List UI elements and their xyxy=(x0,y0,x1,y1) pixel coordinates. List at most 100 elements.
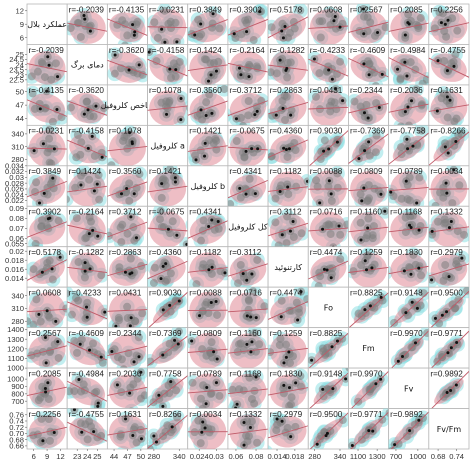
density-core xyxy=(153,33,162,42)
fit-line xyxy=(430,330,469,369)
correlation-label: r=0.0088 xyxy=(189,288,222,297)
density-core xyxy=(209,139,218,148)
fit-line xyxy=(390,330,429,369)
density-core xyxy=(38,216,47,225)
cell-3-1: r=-0.4158 xyxy=(66,124,108,167)
cell-10-1: r=-0.4755 xyxy=(66,408,108,450)
correlation-label: r=0.8825 xyxy=(310,329,343,338)
data-point xyxy=(38,107,42,111)
data-point xyxy=(363,308,367,312)
data-point xyxy=(168,67,172,71)
cell-2-10: r=0.1631 xyxy=(428,84,470,126)
cell-7-3: r=0.9030 xyxy=(147,286,189,329)
data-point xyxy=(216,220,220,224)
correlation-label: r=0.9030 xyxy=(149,288,182,297)
density-core xyxy=(44,415,53,424)
data-point xyxy=(50,267,54,271)
density-core xyxy=(274,241,283,247)
x-tick-label: 25 xyxy=(93,452,101,461)
correlation-label: r=0.0789 xyxy=(390,167,423,176)
cell-6-6: کارتنوئید xyxy=(267,246,309,288)
density-core xyxy=(134,333,143,342)
density-core xyxy=(329,243,338,247)
data-point xyxy=(415,201,419,205)
density-core xyxy=(450,304,459,313)
correlation-label: r=0.3112 xyxy=(270,208,302,217)
data-point xyxy=(330,345,334,349)
data-point xyxy=(132,33,136,37)
density-core xyxy=(289,232,298,241)
fit-line xyxy=(268,425,309,439)
cell-5-0: r=0.3902 xyxy=(26,205,68,248)
density-core xyxy=(318,17,327,26)
density-core xyxy=(290,24,299,33)
correlation-label: r=0.1078 xyxy=(109,127,142,136)
y-tick-label: 0.02 xyxy=(9,247,24,256)
data-point xyxy=(215,357,219,361)
cell-9-2: r=0.2036 xyxy=(106,367,148,409)
y-tick-label: 1300 xyxy=(7,335,24,344)
density-core xyxy=(276,334,285,343)
correlation-label: r=0.2085 xyxy=(390,5,423,14)
data-point xyxy=(193,33,197,37)
density-core xyxy=(364,181,373,190)
density-core xyxy=(378,415,387,424)
correlation-label: r=0.9970 xyxy=(390,329,423,338)
correlation-label: r=0.4360 xyxy=(270,127,303,136)
cell-10-6: r=0.2979 xyxy=(267,408,309,450)
density-core xyxy=(231,34,240,43)
correlation-label: r=0.1332 xyxy=(229,410,262,419)
density-core xyxy=(296,6,305,15)
correlation-label: r=0.1421 xyxy=(189,127,222,136)
cell-5-4: r=0.4341 xyxy=(187,205,229,248)
cell-9-3: r=0.7758 xyxy=(147,367,189,409)
density-core xyxy=(47,159,56,166)
data-point xyxy=(204,402,208,406)
y-tick-label: 0.66 xyxy=(9,441,24,450)
fit-line xyxy=(147,105,188,111)
fit-line xyxy=(187,100,228,116)
density-core xyxy=(288,352,297,361)
density-core xyxy=(415,173,424,182)
variable-label: کارتنوئید xyxy=(274,263,302,272)
density-core xyxy=(236,260,245,269)
data-point xyxy=(40,270,44,274)
data-point xyxy=(244,192,248,196)
fit-line xyxy=(428,22,469,33)
data-point xyxy=(168,303,172,307)
cell-8-0: r=0.2567 xyxy=(26,327,68,369)
fit-line xyxy=(107,428,148,436)
data-point xyxy=(409,272,413,276)
correlation-label: r=0.1631 xyxy=(430,86,463,95)
density-core xyxy=(411,260,420,269)
data-point xyxy=(322,267,326,271)
data-point xyxy=(210,218,214,222)
density-core xyxy=(72,214,81,223)
data-point xyxy=(254,375,258,379)
data-point xyxy=(199,22,203,26)
data-point xyxy=(46,55,50,59)
fit-line xyxy=(67,224,108,235)
density-core xyxy=(406,58,415,67)
density-core xyxy=(33,67,42,76)
data-point xyxy=(430,278,434,282)
density-core xyxy=(45,436,54,445)
density-core xyxy=(208,353,217,362)
data-point xyxy=(366,226,370,230)
cell-6-1: r=-0.1282 xyxy=(66,246,108,288)
x-tick-label: 0.08 xyxy=(249,452,264,461)
y-tick-label: 0.034 xyxy=(5,161,24,170)
cell-2-7: r=0.0431 xyxy=(307,84,349,126)
data-point xyxy=(79,183,83,187)
data-point xyxy=(444,181,448,185)
density-core xyxy=(417,126,426,135)
correlation-label: r=0.3712 xyxy=(109,208,142,217)
data-point xyxy=(245,30,249,34)
density-core xyxy=(85,417,94,426)
density-core xyxy=(361,234,370,243)
density-core xyxy=(232,137,241,146)
data-point xyxy=(185,242,188,246)
y-tick-label: 24.5 xyxy=(9,55,24,64)
data-point xyxy=(44,390,48,394)
